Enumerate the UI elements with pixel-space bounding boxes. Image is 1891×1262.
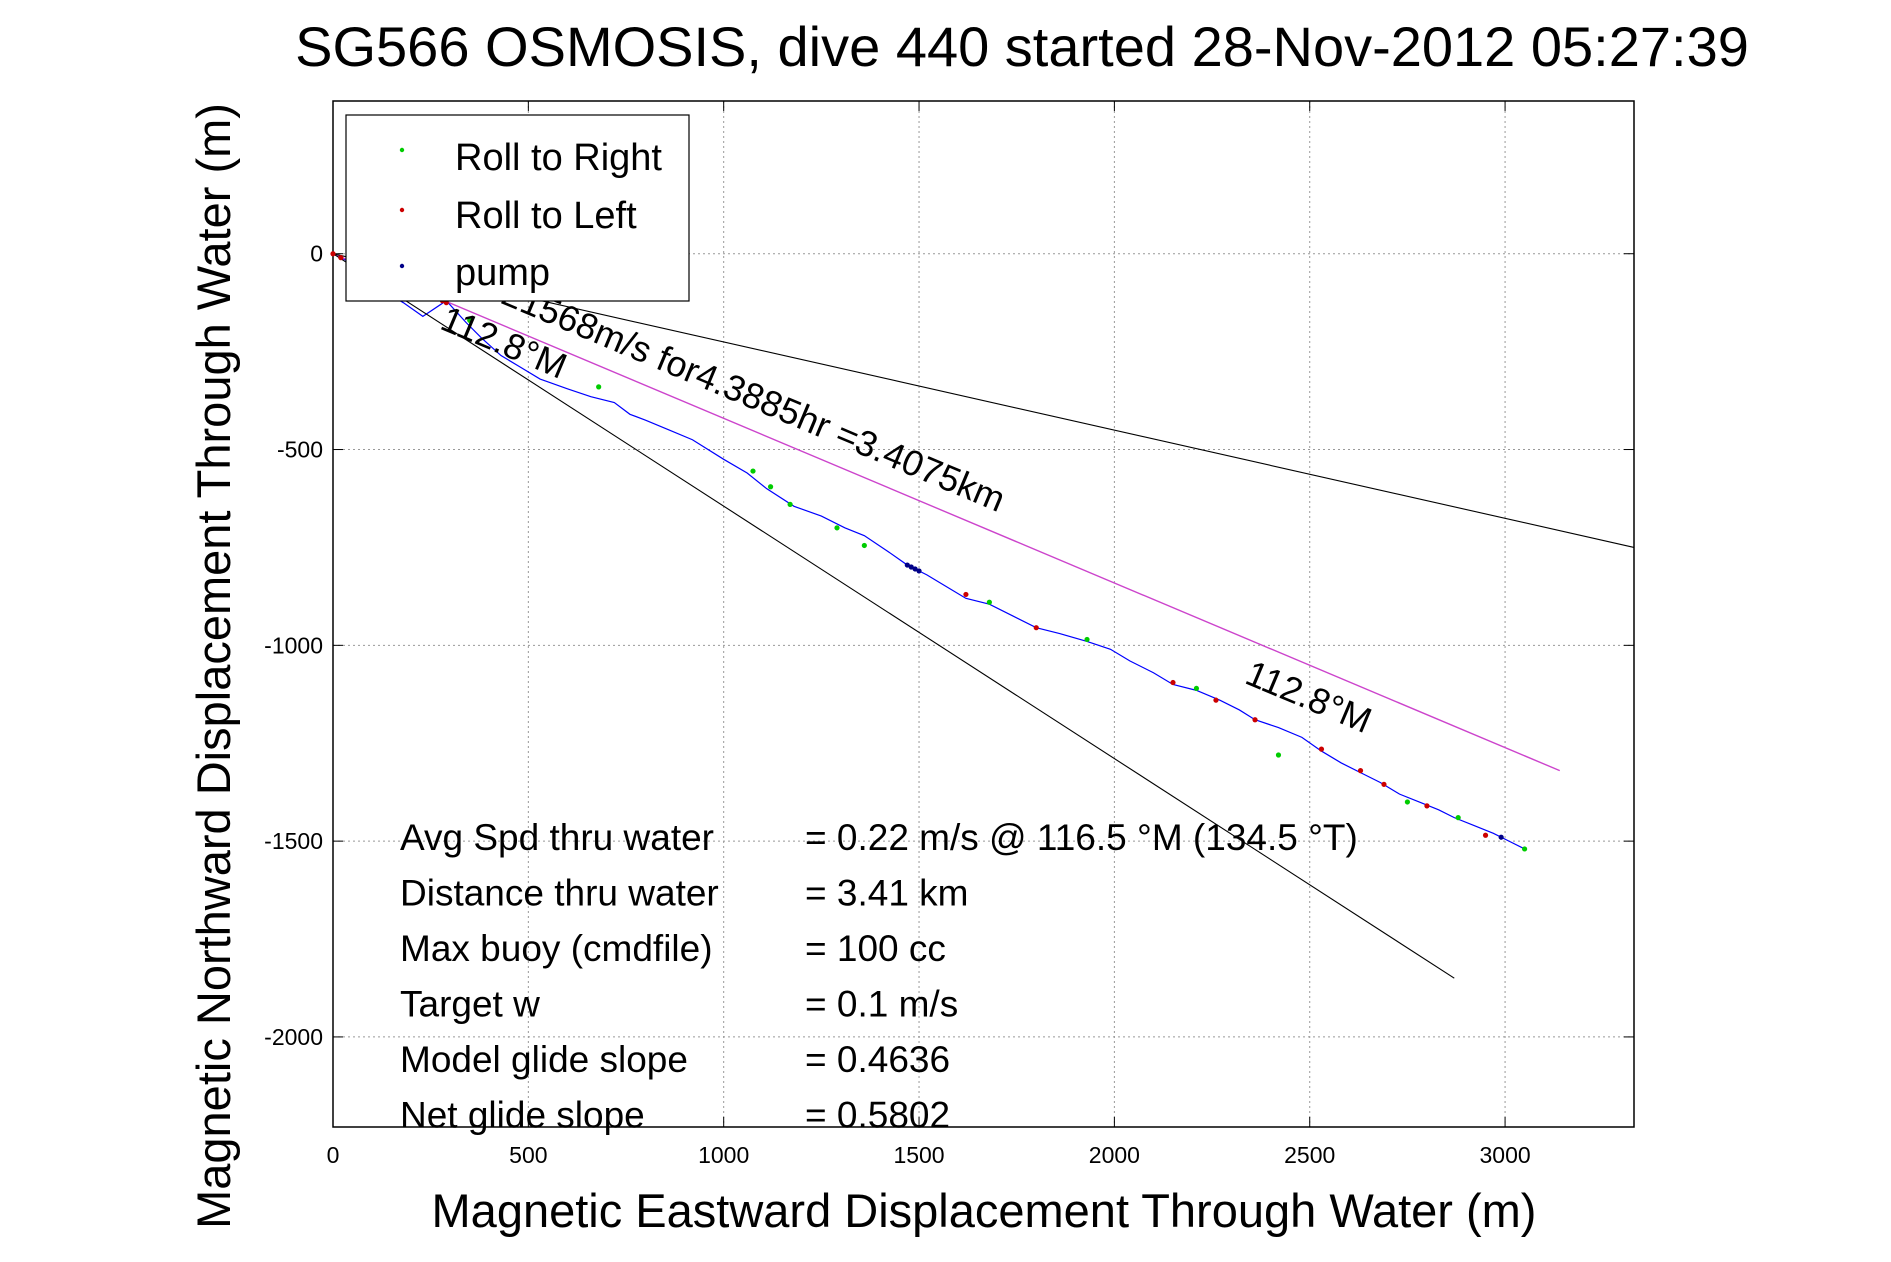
roll-left-point [1170,679,1176,686]
pump-point [912,566,918,572]
annotation-layer: 0.21568m/s for4.3885hr =3.4075km112.8°M1… [435,261,1377,741]
ticks-layer: 0 500 1000 1500 2000 2500 3000 0 -500 -1000 -1500 -… [264,101,1634,1168]
stat-value: = 100 cc [805,928,946,969]
x-tick-label: 1000 [698,1142,749,1168]
roll-right-point [1193,685,1200,692]
avg-velocity-line [332,253,1561,772]
chart-title: SG566 OSMOSIS, dive 440 started 28-Nov-2… [295,15,1749,78]
stat-value: = 0.1 m/s [805,984,958,1025]
stat-label: Distance thru water [400,873,719,914]
roll-right-point [596,384,602,390]
roll-left-point [330,251,336,257]
series-layer [330,251,1635,979]
legend-label-pump: pump [455,252,550,294]
stat-label: Model glide slope [400,1039,688,1080]
y-axis-label: Magnetic Northward Displacement Through … [187,103,240,1229]
stat-value: = 0.4636 [805,1039,950,1080]
roll-left-point [1357,768,1364,774]
stat-label: Max buoy (cmdfile) [400,928,713,969]
legend-marker-pump [399,263,405,269]
roll-right-point [1084,636,1090,643]
pump-point [1498,834,1504,840]
track-line [332,253,1525,850]
stats-layer: Avg Spd thru water = 0.22 m/s @ 116.5 °M … [400,817,1358,1136]
x-tick-label: 3000 [1479,1142,1530,1168]
grid-layer [332,101,1634,1127]
roll-right-point [1522,846,1528,852]
legend-marker-roll-right [399,147,405,153]
roll-right-point [861,542,867,549]
roll-right-point [467,317,473,323]
x-tick-label: 1500 [893,1142,944,1168]
stat-value: = 3.41 km [805,873,969,914]
roll-left-point [338,255,344,261]
x-tick-label: 2000 [1089,1142,1140,1168]
pump-point [916,568,922,574]
roll-right-point [1404,799,1410,805]
y-tick-label: 0 [310,241,323,267]
y-tick-label: -1000 [264,632,323,658]
roll-left-point [1252,717,1258,723]
x-tick-label: 0 [327,1142,340,1168]
roll-left-point [1318,746,1325,752]
roll-left-point [1482,832,1489,838]
roll-left-point [1424,803,1430,809]
x-axis-label: Magnetic Eastward Displacement Through W… [432,1184,1537,1237]
pump-point [908,564,914,570]
roll-left-point [1033,625,1039,631]
roll-right-point [767,484,774,490]
y-tick-label: -500 [277,437,323,463]
legend-label-roll-left: Roll to Left [455,195,637,237]
plot-area-frame [332,100,1635,1128]
legend: Roll to Right Roll to Left pump [345,114,690,302]
roll-right-point [834,525,840,531]
bearing-line-line [332,253,1455,979]
stat-label: Target w [400,984,540,1025]
x-tick-label: 500 [509,1142,547,1168]
y-tick-label: -2000 [264,1024,323,1050]
bearing-line-line [332,253,1635,548]
roll-right-point [986,599,992,605]
roll-right-point [1275,752,1282,758]
stat-value: = 0.5802 [805,1095,950,1136]
roll-left-point [963,591,969,598]
legend-label-roll-right: Roll to Right [455,137,662,179]
stat-value: = 0.22 m/s @ 116.5 °M (134.5 °T) [805,817,1358,858]
roll-right-point [1455,815,1461,821]
legend-marker-roll-left [399,207,405,213]
x-tick-label: 2500 [1284,1142,1335,1168]
pump-point [904,562,910,568]
roll-right-point [750,468,756,474]
y-tick-label: -1500 [264,828,323,854]
roll-left-point [1213,697,1219,703]
roll-left-point [1381,781,1387,787]
roll-right-point [787,501,793,507]
legend-box [345,114,690,302]
stat-label: Avg Spd thru water [400,817,714,858]
stat-label: Net glide slope [400,1095,645,1136]
